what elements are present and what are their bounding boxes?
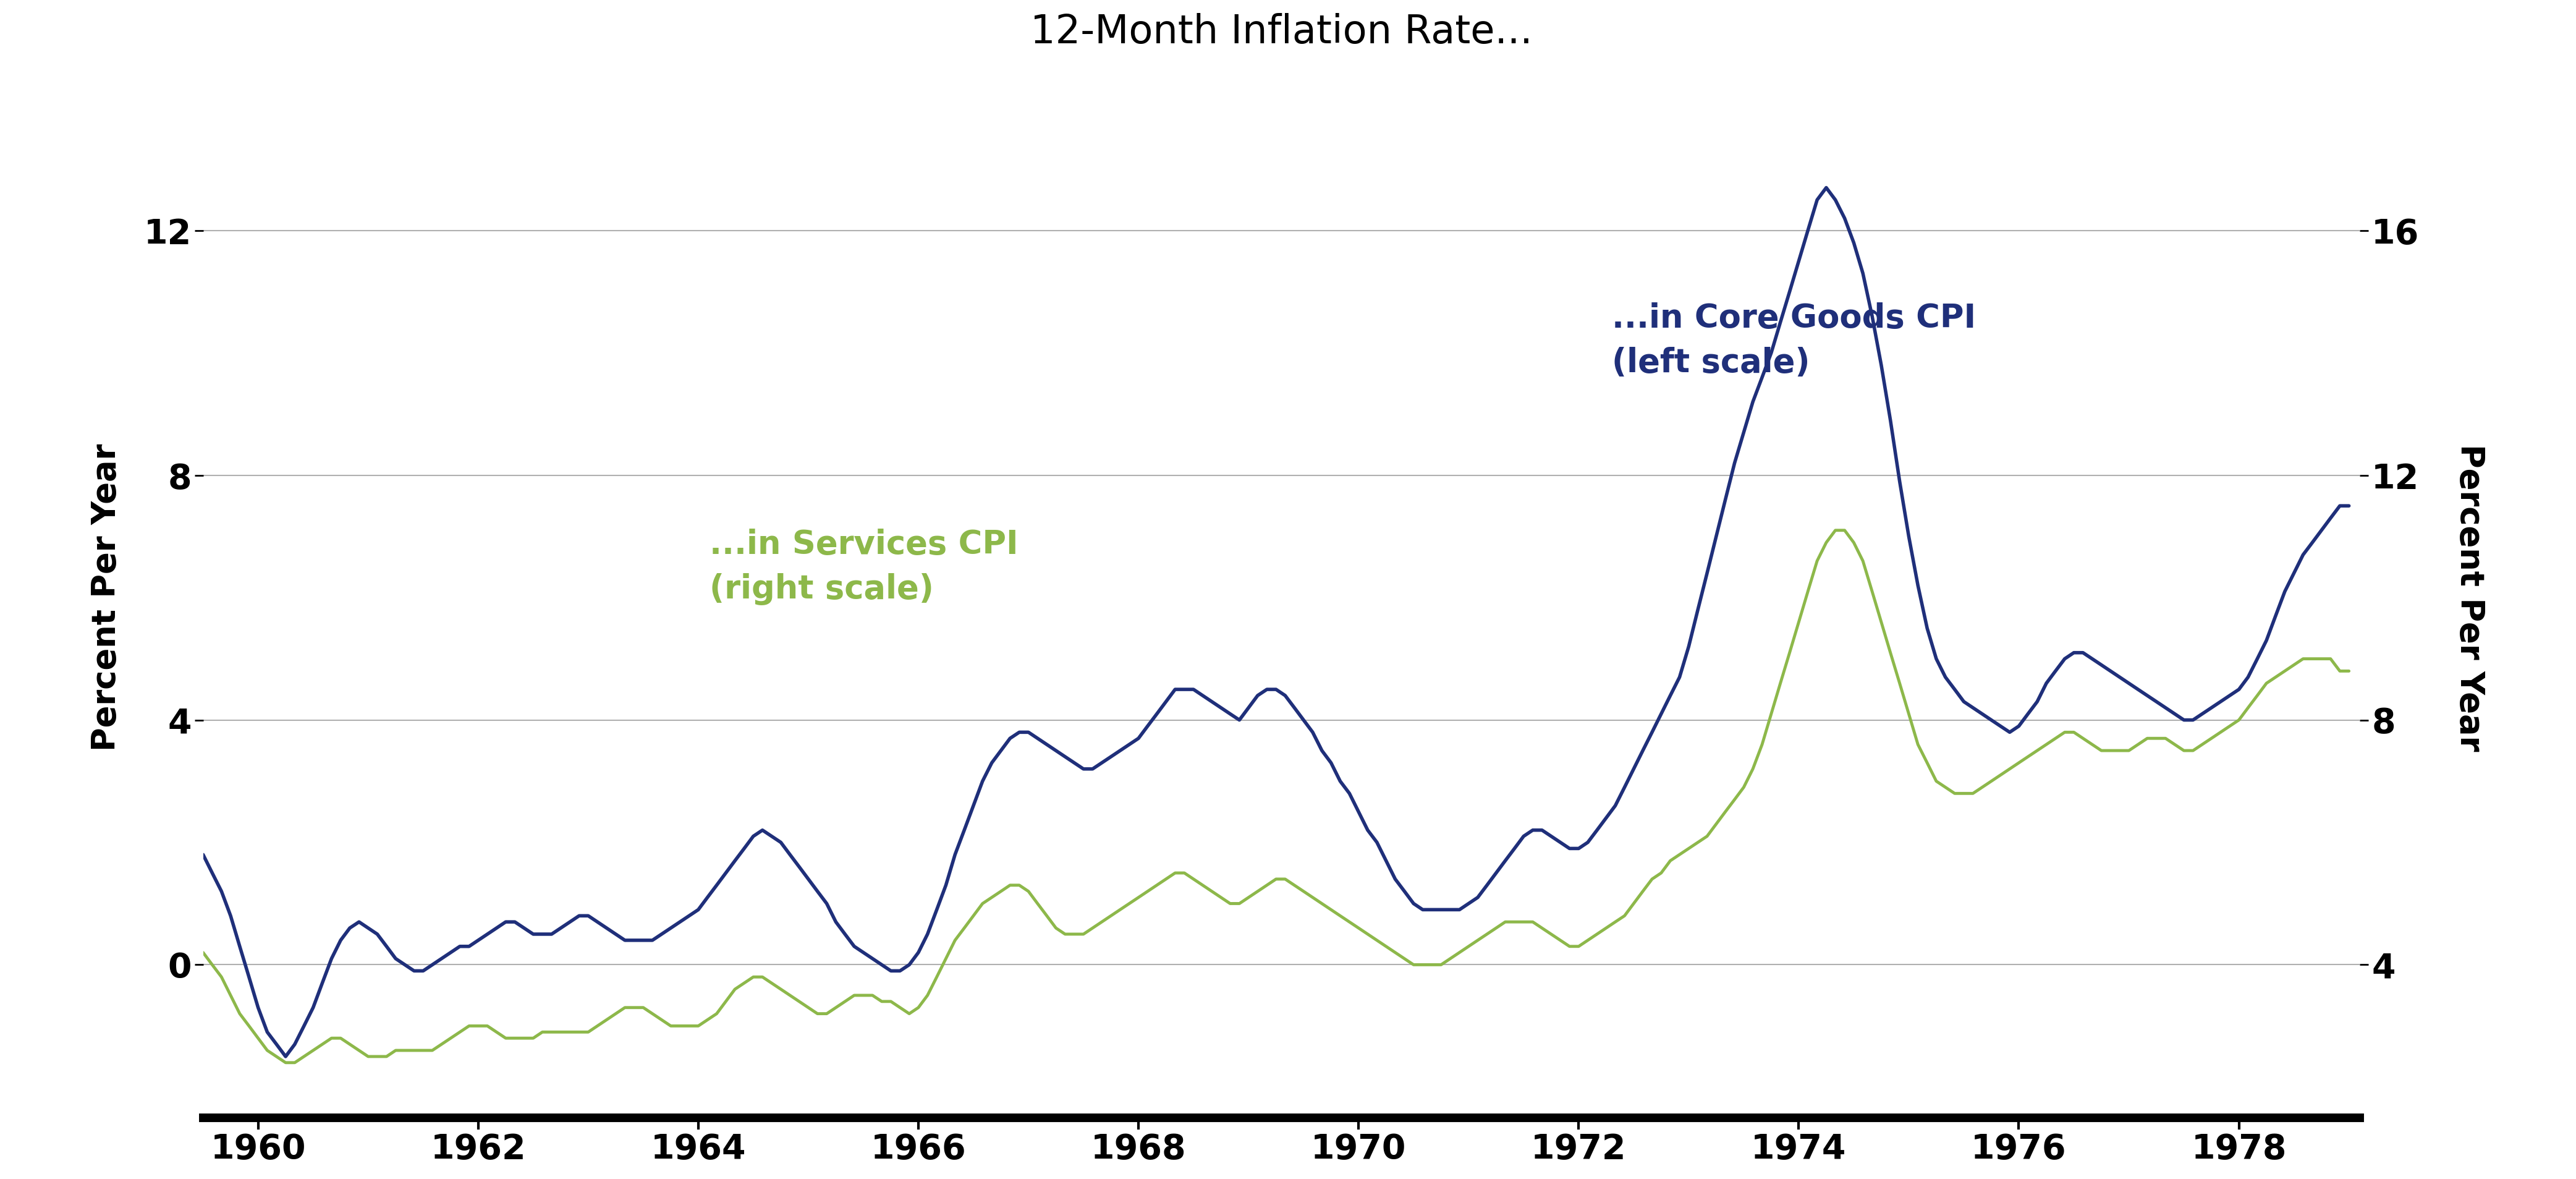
Title: 12-Month Inflation Rate...: 12-Month Inflation Rate...: [1030, 13, 1533, 51]
Text: ...in Core Goods CPI
(left scale): ...in Core Goods CPI (left scale): [1613, 302, 1976, 380]
Y-axis label: Percent Per Year: Percent Per Year: [90, 443, 121, 751]
Text: ...in Services CPI
(right scale): ...in Services CPI (right scale): [708, 528, 1018, 606]
Y-axis label: Percent Per Year: Percent Per Year: [2455, 443, 2486, 751]
